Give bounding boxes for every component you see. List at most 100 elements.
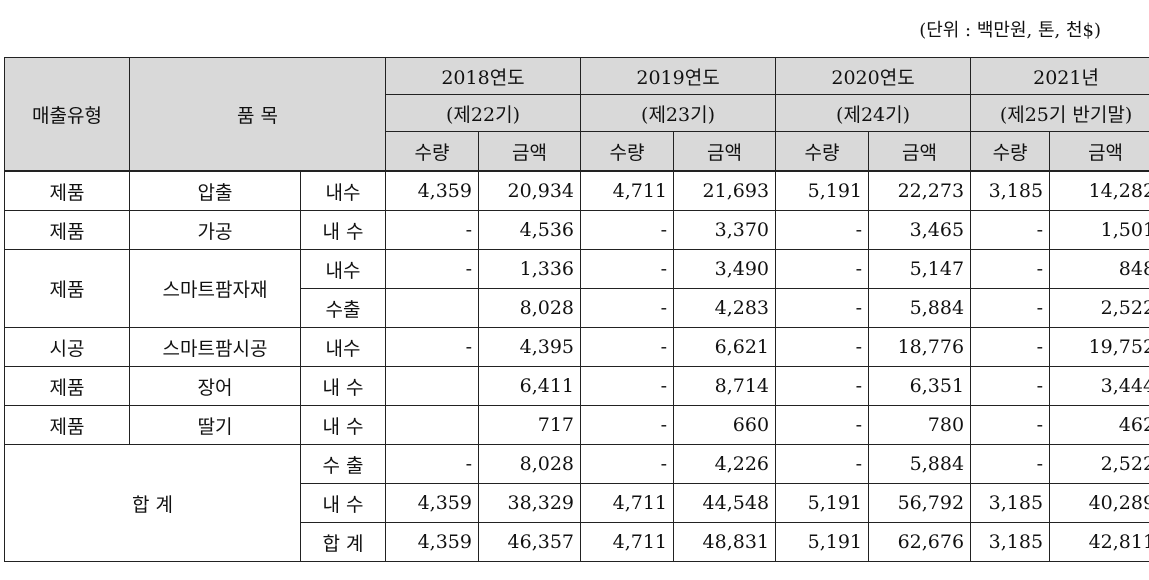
quantity-cell: 3,185 <box>970 170 1051 211</box>
market-cell: 수 출 <box>300 444 386 484</box>
quantity-cell: 5,191 <box>775 522 870 562</box>
quantity-cell: 4,711 <box>580 170 675 211</box>
amount-cell: 4,283 <box>673 288 777 328</box>
amount-cell: 3,490 <box>673 249 777 289</box>
quantity-cell <box>385 405 479 445</box>
amount-cell: 44,548 <box>673 483 777 523</box>
quantity-cell: - <box>970 366 1051 406</box>
quantity-cell: 5,191 <box>775 483 870 523</box>
amount-cell: 40,289 <box>1049 483 1149 523</box>
amount-header: 금액 <box>868 131 972 172</box>
quantity-cell: - <box>970 210 1051 250</box>
market-cell: 내수 <box>300 249 386 289</box>
quantity-cell: - <box>970 405 1051 445</box>
amount-cell: 2,522 <box>1049 444 1149 484</box>
quantity-cell: 4,359 <box>385 170 479 211</box>
quantity-cell: - <box>775 210 870 250</box>
market-cell: 수출 <box>300 288 386 328</box>
market-cell: 내 수 <box>300 366 386 406</box>
quantity-cell: 3,185 <box>970 522 1051 562</box>
quantity-cell: - <box>775 288 870 328</box>
sales-table: 매출유형 품 목 2018연도 2019연도 2020연도 2021년 (제22… <box>4 57 1149 562</box>
table-row: 제품 압출 내수 4,359 20,934 4,711 21,693 5,191… <box>4 170 1149 211</box>
item-cell: 스마트팜시공 <box>129 327 301 367</box>
amount-cell: 56,792 <box>868 483 972 523</box>
amount-cell: 717 <box>477 405 582 445</box>
amount-cell: 660 <box>673 405 777 445</box>
amount-cell: 8,714 <box>673 366 777 406</box>
year-header-2021: 2021년 <box>970 57 1149 95</box>
quantity-cell: - <box>580 444 675 484</box>
unit-note: (단위 : 백만원, 톤, 천$) <box>919 20 1101 41</box>
amount-cell: 3,465 <box>868 210 972 250</box>
sales-type-cell: 제품 <box>4 210 130 250</box>
table-row: 제품 가공 내 수 - 4,536 - 3,370 - 3,465 - 1,50… <box>4 210 1149 250</box>
amount-cell: 4,226 <box>673 444 777 484</box>
amount-cell: 5,884 <box>868 444 972 484</box>
sales-type-cell: 제품 <box>4 366 130 406</box>
quantity-cell: - <box>580 288 675 328</box>
quantity-cell <box>385 288 479 328</box>
item-header: 품 목 <box>129 57 386 172</box>
amount-cell: 780 <box>868 405 972 445</box>
quantity-cell: - <box>385 249 479 289</box>
amount-cell: 38,329 <box>477 483 582 523</box>
amount-cell: 3,444 <box>1049 366 1149 406</box>
amount-cell: 48,831 <box>673 522 777 562</box>
amount-cell: 5,884 <box>868 288 972 328</box>
amount-cell: 21,693 <box>673 170 777 211</box>
quantity-cell: 3,185 <box>970 483 1051 523</box>
quantity-cell: - <box>970 249 1051 289</box>
total-row: 합 계 4,359 46,357 4,711 48,831 5,191 62,6… <box>5 522 1149 562</box>
quantity-cell: - <box>580 249 675 289</box>
table-row: 시공 스마트팜시공 내수 - 4,395 - 6,621 - 18,776 - … <box>4 327 1149 367</box>
table-row: 제품 딸기 내 수 717 - 660 - 780 - 462 <box>4 405 1149 445</box>
table-row: 제품 스마트팜자재 내수 - 1,336 - 3,490 - 5,147 - 8… <box>4 249 1149 328</box>
amount-cell: 6,621 <box>673 327 777 367</box>
quantity-cell: - <box>385 327 479 367</box>
quantity-cell: - <box>385 210 479 250</box>
amount-cell: 62,676 <box>868 522 972 562</box>
sales-type-cell: 제품 <box>4 405 130 445</box>
market-cell: 내 수 <box>300 405 386 445</box>
quantity-cell: 5,191 <box>775 170 870 211</box>
amount-cell: 6,411 <box>477 366 582 406</box>
quantity-cell: - <box>580 366 675 406</box>
quantity-cell: 4,711 <box>580 483 675 523</box>
year-header-2020: 2020연도 <box>775 57 972 95</box>
total-label: 합 계 <box>4 444 301 562</box>
table-body: 제품 압출 내수 4,359 20,934 4,711 21,693 5,191… <box>4 170 1149 562</box>
market-cell: 내 수 <box>300 210 386 250</box>
amount-cell: 20,934 <box>477 170 582 211</box>
period-header-23: (제23기) <box>580 94 777 132</box>
sales-type-cell: 제품 <box>4 249 130 328</box>
amount-cell: 1,501 <box>1049 210 1149 250</box>
amount-cell: 6,351 <box>868 366 972 406</box>
quantity-cell: - <box>775 405 870 445</box>
amount-cell: 5,147 <box>868 249 972 289</box>
quantity-header: 수량 <box>970 131 1051 172</box>
period-header-25: (제25기 반기말) <box>970 94 1149 132</box>
amount-cell: 4,536 <box>477 210 582 250</box>
item-cell: 딸기 <box>129 405 301 445</box>
total-row: 합 계 수 출 - 8,028 - 4,226 - 5,884 - 2,522 <box>4 444 1149 562</box>
quantity-cell: - <box>385 444 479 484</box>
amount-cell: 46,357 <box>477 522 582 562</box>
market-cell: 내 수 <box>300 483 386 523</box>
table-row: 제품 장어 내 수 6,411 - 8,714 - 6,351 - 3,444 <box>4 366 1149 406</box>
year-header-2018: 2018연도 <box>384 57 582 95</box>
amount-header: 금액 <box>477 131 582 172</box>
amount-cell: 4,395 <box>477 327 582 367</box>
table-row: 수출 8,028 - 4,283 - 5,884 - 2,522 <box>5 288 1149 328</box>
total-row: 내 수 4,359 38,329 4,711 44,548 5,191 56,7… <box>5 483 1149 523</box>
quantity-cell: - <box>775 327 870 367</box>
sales-type-cell: 시공 <box>4 327 130 367</box>
quantity-header: 수량 <box>385 131 479 172</box>
quantity-cell: - <box>775 444 870 484</box>
quantity-cell: - <box>775 366 870 406</box>
year-header-2019: 2019연도 <box>580 57 777 95</box>
market-cell: 합 계 <box>300 522 386 562</box>
quantity-header: 수량 <box>775 131 870 172</box>
amount-cell: 3,370 <box>673 210 777 250</box>
quantity-header: 수량 <box>580 131 675 172</box>
